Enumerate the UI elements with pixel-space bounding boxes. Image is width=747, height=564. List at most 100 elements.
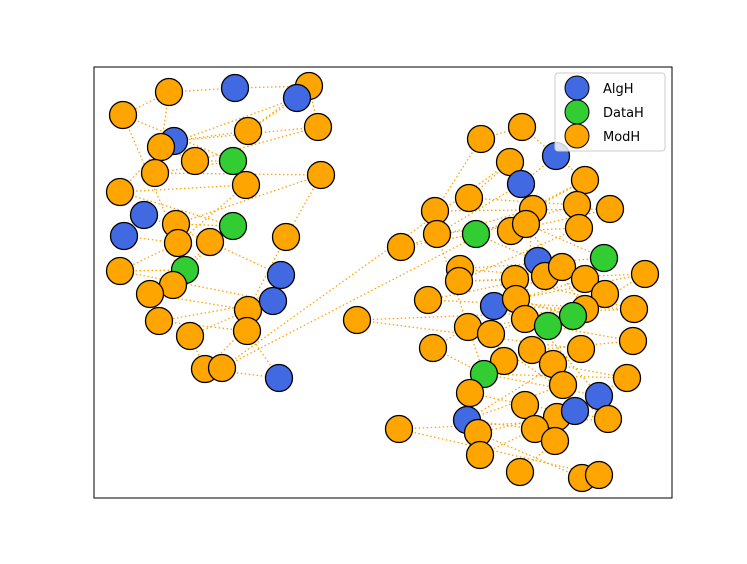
node-modh (505, 457, 535, 487)
edge (398, 428, 600, 476)
edge (436, 233, 485, 375)
node-modh (564, 213, 594, 243)
node-datah (461, 219, 491, 249)
edge (119, 184, 247, 193)
node-algh (220, 73, 250, 103)
node-modh (570, 165, 600, 195)
edge (480, 126, 523, 140)
node-modh (306, 160, 336, 190)
node-modh (384, 414, 414, 444)
node-modh (489, 346, 519, 376)
node-modh (422, 219, 452, 249)
node-modh (590, 279, 620, 309)
node-algh (109, 221, 139, 251)
edge (221, 161, 511, 369)
node-modh (547, 252, 577, 282)
node-modh (271, 222, 301, 252)
legend-marker-algh (564, 75, 590, 101)
node-modh (175, 321, 205, 351)
edge (119, 269, 186, 272)
node-modh (413, 285, 443, 315)
node-modh (510, 390, 540, 420)
node-modh (105, 177, 135, 207)
edge (308, 85, 319, 128)
node-modh (303, 112, 333, 142)
node-modh (140, 158, 170, 188)
node-modh (144, 306, 174, 336)
node-datah (218, 211, 248, 241)
plot-frame (93, 66, 673, 499)
node-modh (612, 363, 642, 393)
node-modh (233, 116, 263, 146)
node-modh (618, 326, 648, 356)
node-modh (476, 319, 506, 349)
node-modh (548, 370, 578, 400)
edge (436, 183, 522, 235)
edge (158, 300, 274, 322)
legend-label-datah: DataH (603, 106, 644, 121)
node-modh (454, 183, 484, 213)
node-modh (566, 334, 596, 364)
edge (175, 223, 234, 227)
node-modh (146, 132, 176, 162)
node-modh (105, 256, 135, 286)
node-algh (264, 363, 294, 393)
node-modh (540, 426, 570, 456)
node-datah (469, 359, 499, 389)
node-algh (560, 396, 590, 426)
node-modh (180, 146, 210, 176)
node-modh (595, 194, 625, 224)
edge (477, 432, 583, 479)
edge (177, 184, 247, 244)
node-modh (511, 209, 541, 239)
edge (168, 87, 236, 93)
node-modh (570, 264, 600, 294)
node-modh (593, 404, 623, 434)
node-modh (135, 279, 165, 309)
edge (531, 340, 634, 351)
legend-label-algh: AlgH (603, 82, 634, 97)
node-modh (163, 228, 193, 258)
node-modh (455, 378, 485, 408)
node-datah (589, 243, 619, 273)
node-modh (232, 316, 262, 346)
edge (466, 384, 564, 421)
node-datah (533, 311, 563, 341)
node-modh (207, 353, 237, 383)
edge (158, 320, 248, 332)
node-algh (266, 260, 296, 290)
node-algh (282, 83, 312, 113)
node-modh (466, 124, 496, 154)
node-modh (465, 440, 495, 470)
node-modh (630, 259, 660, 289)
node-modh (195, 227, 225, 257)
node-modh (619, 294, 649, 324)
node-datah (218, 146, 248, 176)
edge (525, 223, 586, 310)
edge (432, 347, 485, 375)
node-modh (386, 232, 416, 262)
node-modh (342, 305, 372, 335)
edge (175, 174, 322, 225)
edge (119, 242, 179, 272)
legend-item-modh: ModH (564, 123, 640, 149)
node-modh (584, 460, 614, 490)
node-modh (108, 100, 138, 130)
edge (483, 373, 600, 397)
node-algh (506, 169, 536, 199)
edge (458, 227, 580, 282)
node-algh (129, 200, 159, 230)
node-algh (258, 286, 288, 316)
node-modh (154, 77, 184, 107)
node-modh (517, 335, 547, 365)
edge (432, 326, 469, 349)
legend-label-modh: ModH (603, 130, 640, 145)
node-modh (507, 112, 537, 142)
legend-item-algh: AlgH (564, 75, 634, 101)
node-modh (418, 333, 448, 363)
edge (194, 126, 319, 162)
node-modh (444, 266, 474, 296)
nodes-layer (105, 71, 660, 493)
